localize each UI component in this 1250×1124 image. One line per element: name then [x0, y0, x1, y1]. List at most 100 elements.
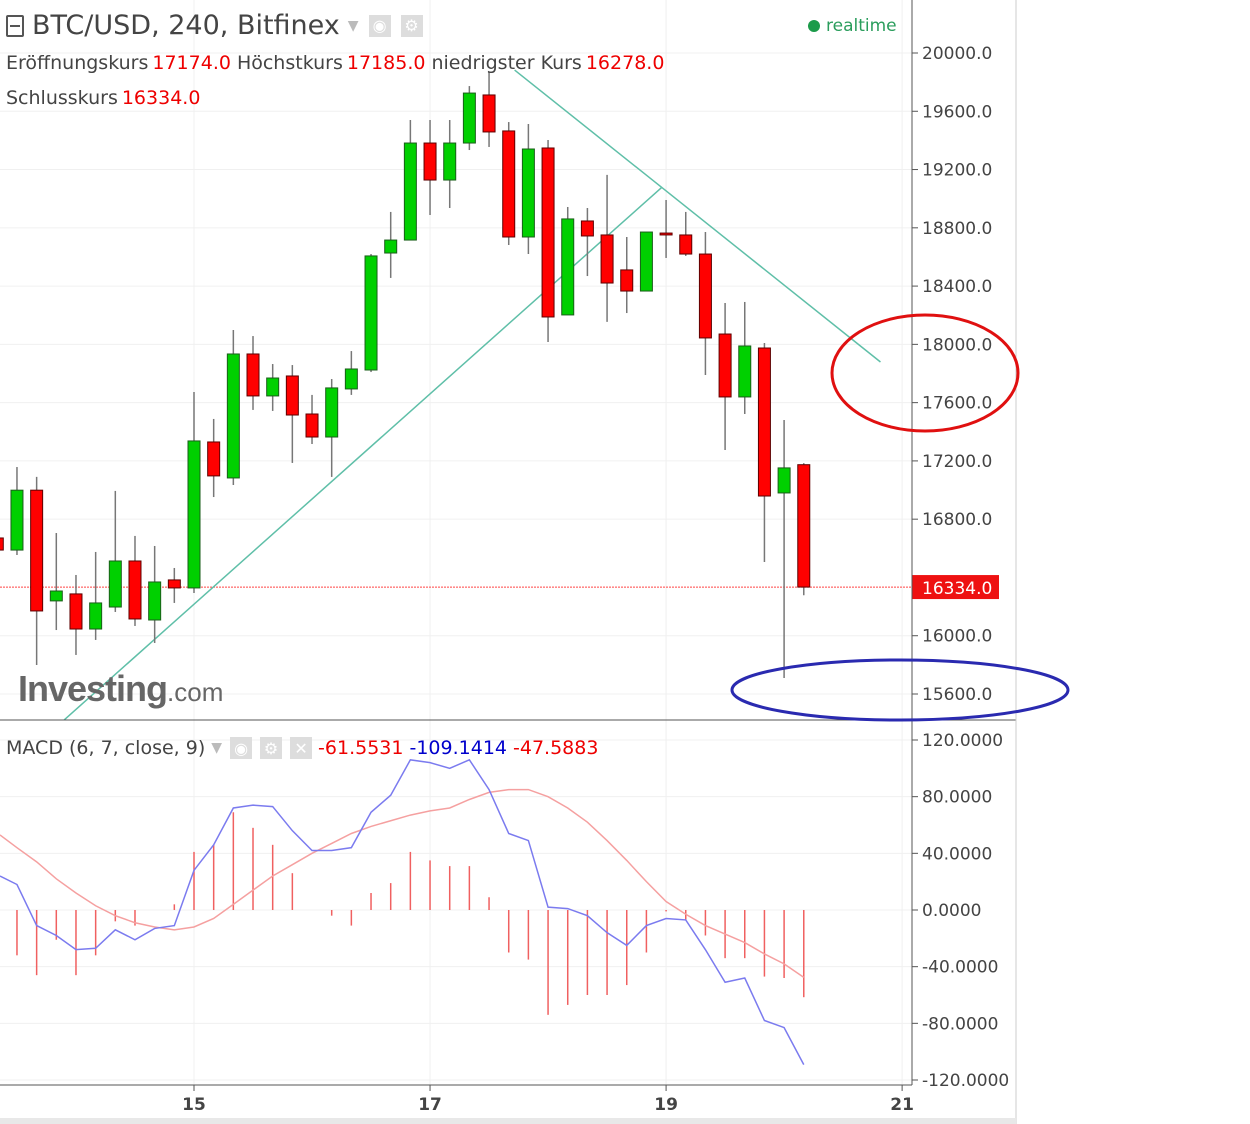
annotation-circle-red	[830, 313, 1020, 433]
candle-down	[167, 579, 181, 589]
candle-down	[69, 593, 83, 630]
candle-up	[443, 142, 457, 181]
open-label: Eröffnungskurs	[6, 52, 149, 74]
status-dot-icon	[808, 20, 820, 32]
annotation-circle-blue	[730, 658, 1070, 722]
candle-up	[364, 255, 378, 371]
collapse-icon[interactable]	[6, 14, 24, 37]
macd-signal-value: -47.5883	[513, 737, 599, 759]
candle-down	[285, 375, 299, 416]
candle-down	[128, 560, 142, 620]
macd-value: -109.1414	[409, 737, 507, 759]
symbol-title[interactable]: BTC/USD, 240, Bitfinex	[32, 10, 340, 41]
chart-header: BTC/USD, 240, Bitfinex ▼ ◉ ⚙	[6, 10, 423, 41]
time-tick-label: 21	[890, 1095, 914, 1115]
candle-down	[600, 234, 614, 284]
candle-up	[148, 581, 162, 621]
axes: 20000.0 19600.0 19200.0 18800.0 18400.0 18000…	[182, 44, 1009, 1115]
candle-up	[325, 387, 339, 438]
price-tick-label: 17600.0	[922, 394, 992, 414]
candle-down	[797, 464, 811, 588]
ohlc-row-1: Eröffnungskurs 17174.0 Höchstkurs 17185.0 ni…	[6, 52, 670, 74]
price-tick-label: 18400.0	[922, 277, 992, 297]
time-tick-label: 17	[418, 1095, 442, 1115]
investing-logo: Investing.com	[18, 668, 224, 709]
current-price-badge	[912, 575, 999, 600]
price-tick-label: 19600.0	[922, 102, 992, 122]
open-value: 17174.0	[152, 52, 231, 74]
macd-tick-label: -40.0000	[922, 958, 998, 978]
low-label: niedrigster Kurs	[431, 52, 582, 74]
macd-hist-value: -61.5531	[318, 737, 404, 759]
candle-down	[659, 232, 673, 236]
price-tick-label: 20000.0	[922, 44, 992, 64]
candle-down	[757, 347, 771, 497]
realtime-status: realtime	[808, 16, 897, 36]
price-tick-label: 18000.0	[922, 335, 992, 355]
candle-up	[187, 440, 201, 589]
price-tick-label: 16000.0	[922, 627, 992, 647]
close-value: 16334.0	[121, 87, 201, 109]
macd-line	[0, 758, 805, 1065]
candle-up	[108, 560, 122, 608]
price-tick-label: 17200.0	[922, 452, 992, 472]
candle-up	[344, 368, 358, 390]
chevron-down-icon[interactable]: ▼	[211, 740, 223, 756]
gear-icon[interactable]: ⚙	[400, 14, 423, 37]
candle-down	[207, 441, 221, 477]
candle-down	[30, 489, 44, 612]
candle-up	[403, 142, 417, 241]
candle-up	[462, 92, 476, 144]
bottom-scroll[interactable]	[0, 1118, 1016, 1124]
candles	[0, 71, 811, 678]
candle-up	[10, 489, 24, 551]
time-tick-label: 19	[654, 1095, 678, 1115]
current-price-label: 16334.0	[922, 579, 992, 599]
candle-down	[718, 333, 732, 398]
candle-down	[620, 269, 634, 292]
macd-title[interactable]: MACD (6, 7, close, 9)	[6, 737, 206, 759]
price-tick-label: 18800.0	[922, 219, 992, 239]
eye-icon[interactable]: ◉	[368, 14, 391, 37]
candle-down	[0, 537, 4, 551]
close-icon[interactable]: ✕	[290, 737, 313, 759]
macd-tick-label: 0.0000	[922, 901, 981, 921]
candle-down	[541, 147, 555, 318]
ohlc-row-2: Schlusskurs 16334.0	[6, 87, 206, 109]
high-value: 17185.0	[346, 52, 426, 74]
chevron-down-icon[interactable]: ▼	[347, 17, 359, 34]
macd-tick-label: 80.0000	[922, 788, 992, 808]
trend-line	[514, 69, 881, 363]
macd-signal-line	[0, 788, 805, 979]
macd-pane	[0, 758, 805, 1065]
candle-down	[698, 253, 712, 339]
eye-icon[interactable]: ◉	[230, 737, 253, 759]
candle-up	[777, 467, 791, 494]
price-tick-label: 16800.0	[922, 510, 992, 530]
macd-tick-label: 40.0000	[922, 844, 992, 864]
candle-down	[305, 413, 319, 438]
candle-up	[49, 590, 63, 602]
candle-up	[521, 148, 535, 238]
candle-up	[266, 377, 280, 397]
candle-down	[246, 353, 260, 397]
price-tick-label: 15600.0	[922, 685, 992, 705]
price-tick-label: 19200.0	[922, 161, 992, 181]
time-tick-label: 15	[182, 1095, 206, 1115]
candle-down	[679, 234, 693, 255]
candle-down	[482, 94, 496, 133]
gear-icon[interactable]: ⚙	[260, 737, 283, 759]
candle-up	[561, 218, 575, 316]
low-value: 16278.0	[585, 52, 665, 74]
macd-header: MACD (6, 7, close, 9) ▼ ◉ ⚙ ✕ -61.5531 -10…	[6, 737, 598, 759]
close-label: Schlusskurs	[6, 87, 118, 109]
macd-tick-label: 120.0000	[922, 731, 1003, 751]
grid	[0, 0, 912, 1085]
candle-down	[502, 130, 516, 238]
candle-down	[580, 220, 594, 237]
candle-down	[423, 142, 437, 181]
macd-tick-label: -80.0000	[922, 1014, 998, 1034]
candle-up	[89, 602, 103, 630]
macd-tick-label: -120.0000	[922, 1071, 1009, 1091]
